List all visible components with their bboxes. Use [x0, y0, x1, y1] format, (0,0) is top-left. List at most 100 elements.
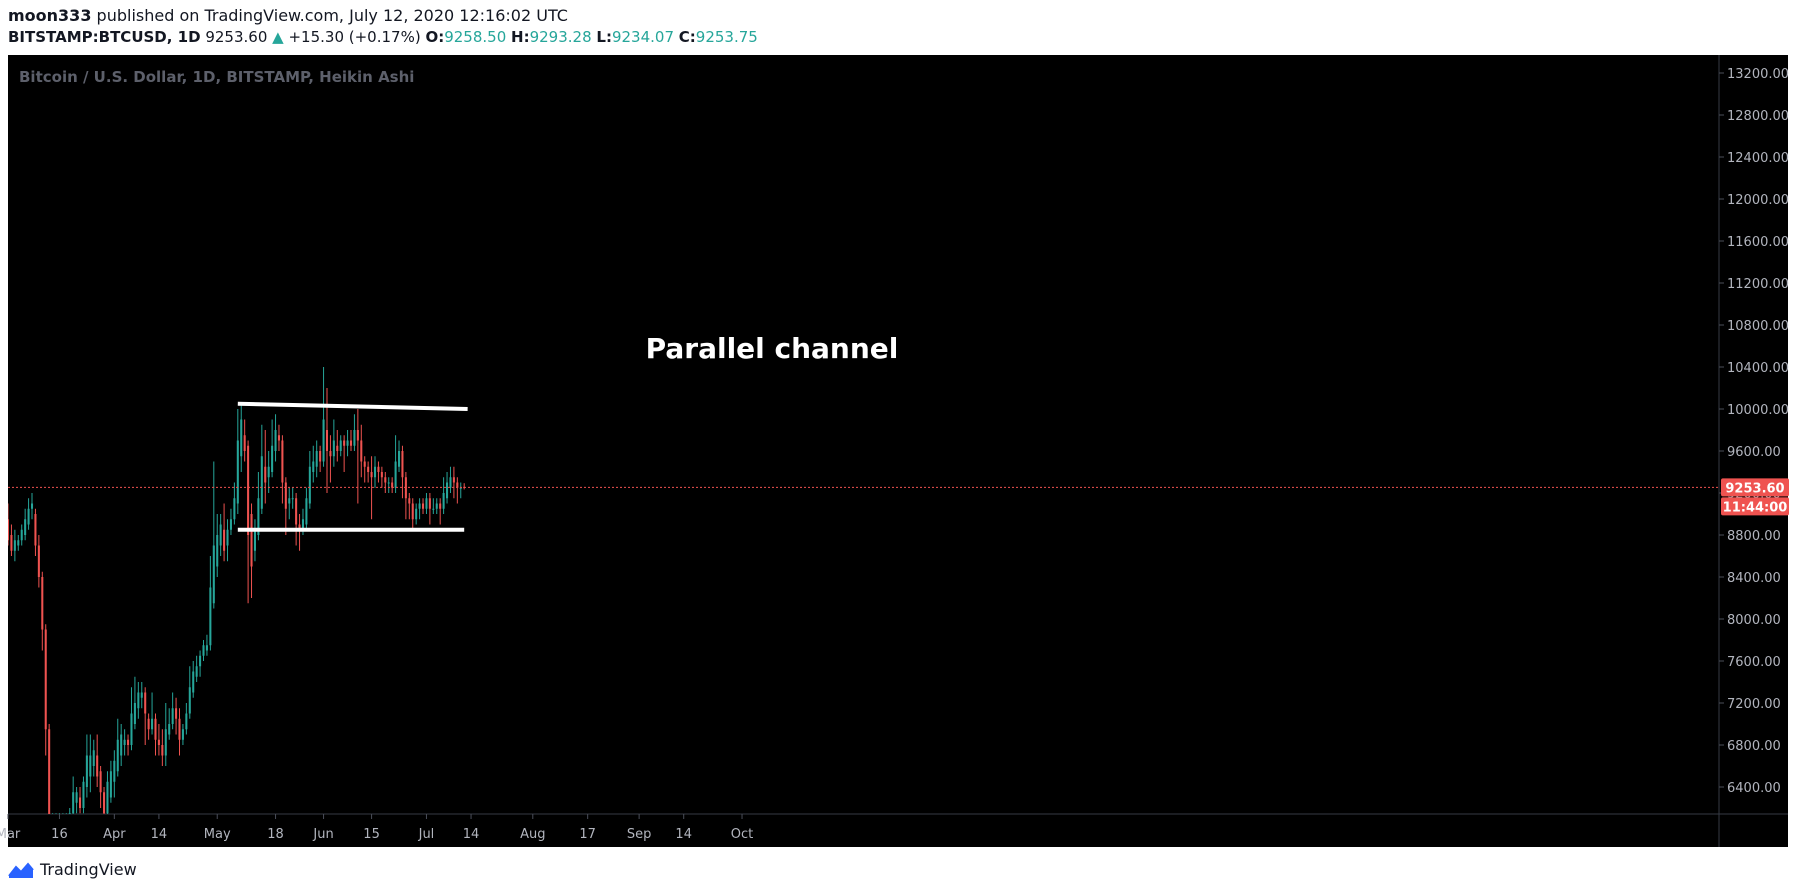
y-tick-label: 6400.00	[1727, 781, 1781, 796]
candle-body	[79, 797, 82, 808]
candle-body	[281, 440, 284, 483]
candle	[274, 414, 277, 462]
candle-body	[181, 729, 184, 740]
candle-body	[27, 508, 30, 525]
candle	[168, 708, 171, 740]
high-value: 9293.28	[529, 28, 592, 46]
candle-body	[123, 739, 126, 745]
candle-body	[380, 472, 383, 478]
candle-body	[288, 498, 291, 504]
candle	[17, 535, 20, 551]
candle-body	[185, 713, 188, 730]
tradingview-logo-icon[interactable]	[8, 861, 34, 879]
candle-body	[312, 461, 315, 472]
triangle-up-icon: ▲	[272, 28, 284, 46]
candle-body	[264, 466, 267, 483]
candle-body	[68, 813, 71, 814]
candle	[113, 750, 116, 798]
candle	[456, 477, 459, 504]
x-tick-label: Apr	[103, 827, 126, 842]
close-label: C:	[678, 28, 696, 46]
candle-body	[223, 529, 226, 551]
candle-body	[24, 519, 27, 535]
candle	[164, 703, 167, 766]
candle-body	[452, 477, 455, 483]
candle-body	[140, 692, 143, 698]
candle-body	[411, 503, 414, 520]
candle	[127, 734, 130, 756]
y-tick-label: 7200.00	[1727, 697, 1781, 712]
candle-body	[219, 524, 222, 546]
candle	[343, 435, 346, 472]
candle	[89, 734, 92, 793]
candle-body	[202, 645, 205, 656]
candle	[391, 477, 394, 493]
candle-body	[267, 466, 270, 478]
candle	[75, 787, 78, 814]
x-tick-label: 16	[51, 827, 68, 842]
candle	[339, 435, 342, 457]
candle	[349, 430, 353, 451]
close-value: 9253.75	[695, 28, 758, 46]
candle	[8, 503, 10, 546]
candle	[212, 461, 215, 609]
candle-body	[144, 692, 147, 714]
candle-body	[418, 503, 421, 509]
candle-body	[319, 451, 322, 462]
candle	[68, 808, 71, 814]
candle	[30, 493, 34, 520]
candle-body	[92, 750, 95, 766]
candle-body	[353, 430, 356, 446]
x-tick-label: Oct	[731, 827, 753, 842]
parallel-channel[interactable]	[237, 401, 468, 532]
candle-body	[349, 440, 353, 446]
chart-background	[8, 55, 1788, 847]
y-tick-label: 12400.00	[1727, 151, 1789, 166]
candle-body	[425, 498, 428, 509]
candle	[72, 776, 75, 814]
y-tick-label: 10400.00	[1727, 361, 1789, 376]
candle	[116, 718, 119, 777]
candle	[185, 703, 188, 735]
candle	[205, 634, 208, 656]
candle	[439, 498, 442, 525]
chart-title: Bitcoin / U.S. Dollar, 1D, BITSTAMP, Hei…	[19, 68, 414, 86]
candle	[380, 466, 383, 488]
candle	[264, 430, 267, 504]
candle-body	[422, 503, 425, 509]
candle	[209, 556, 212, 651]
candle-body	[75, 792, 78, 803]
candle	[99, 766, 102, 808]
candle	[154, 713, 157, 756]
candle	[387, 477, 390, 493]
candle-body	[151, 718, 154, 730]
candle-body	[271, 445, 274, 472]
candle	[157, 724, 160, 756]
candle-body	[322, 419, 325, 462]
candle-body	[127, 739, 130, 745]
footer-brand[interactable]: TradingView	[40, 860, 137, 879]
candle	[106, 771, 109, 814]
time-axis: Mar 16 Apr 14 May 18 Jun 15 Jul 14 Aug 17 Sep 14 Oct	[0, 814, 753, 842]
candle-body	[30, 503, 34, 509]
candle-body	[89, 755, 92, 777]
candle-body	[13, 540, 16, 551]
candle-body	[356, 430, 359, 441]
candle	[10, 524, 13, 556]
candle	[435, 498, 438, 514]
candle	[449, 466, 452, 493]
y-tick-label: 7600.00	[1727, 655, 1781, 670]
candle	[367, 461, 370, 483]
last-price: 9253.60	[205, 28, 268, 46]
candle	[27, 498, 30, 530]
candle-body	[243, 435, 246, 451]
candle-body	[154, 718, 157, 740]
candle	[109, 760, 112, 803]
candle-body	[199, 655, 202, 667]
author-name[interactable]: moon333	[8, 6, 92, 25]
candle	[377, 461, 380, 483]
annotation-text[interactable]: Parallel channel	[646, 332, 899, 365]
candle	[415, 503, 418, 525]
candle-body	[284, 482, 287, 509]
